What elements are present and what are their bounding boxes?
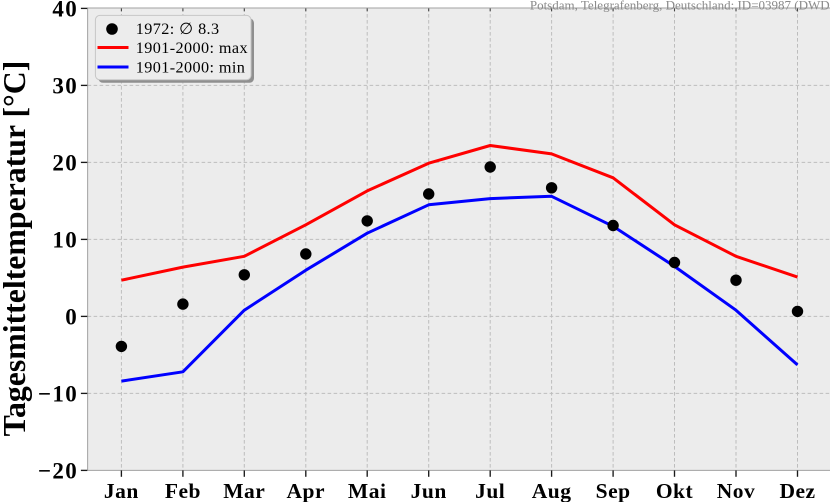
svg-text:Jun: Jun (411, 479, 447, 502)
svg-text:Tagesmitteltemperatur [°C]: Tagesmitteltemperatur [°C] (0, 61, 32, 437)
svg-text:Sep: Sep (596, 479, 631, 502)
svg-text:Potsdam, Telegrafenberg, Deuts: Potsdam, Telegrafenberg, Deutschland: ID… (530, 0, 830, 12)
svg-text:Dez: Dez (779, 479, 815, 502)
svg-text:Apr: Apr (287, 479, 326, 502)
svg-text:Jul: Jul (475, 479, 505, 502)
svg-text:Aug: Aug (532, 479, 572, 502)
svg-text:Feb: Feb (165, 479, 201, 502)
svg-text:30: 30 (52, 74, 78, 99)
svg-text:Nov: Nov (717, 479, 756, 502)
svg-text:10: 10 (52, 228, 78, 253)
svg-text:−10: −10 (38, 382, 78, 407)
svg-text:1901-2000: max: 1901-2000: max (136, 39, 248, 57)
svg-text:40: 40 (52, 0, 78, 22)
svg-text:Mar: Mar (223, 479, 265, 502)
svg-text:0: 0 (65, 305, 78, 330)
svg-text:1901-2000: min: 1901-2000: min (136, 59, 245, 77)
svg-text:Mai: Mai (348, 479, 387, 502)
svg-text:20: 20 (52, 151, 78, 176)
svg-text:Okt: Okt (656, 479, 694, 502)
svg-text:1972: ∅ 8.3: 1972: ∅ 8.3 (136, 20, 220, 38)
svg-text:Jan: Jan (104, 479, 139, 502)
svg-text:−20: −20 (38, 459, 78, 484)
